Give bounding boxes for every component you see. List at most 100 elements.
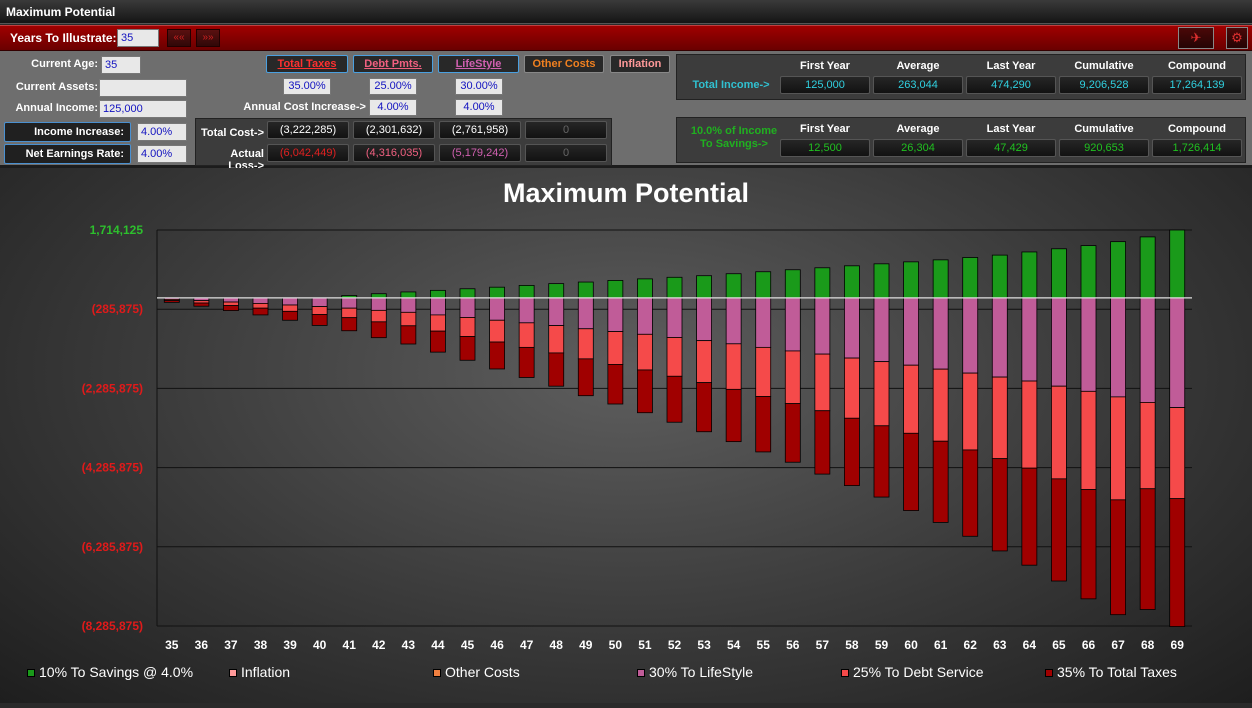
savings-cumulative-value: 920,653	[1059, 139, 1149, 157]
savings-bar	[430, 289, 446, 299]
next-years-button[interactable]: »»	[196, 29, 220, 47]
cost-bar-segment	[1110, 396, 1126, 501]
x-tick-label: 56	[786, 638, 800, 652]
x-tick-label: 69	[1171, 638, 1185, 652]
annual-income-input[interactable]: 125,000	[99, 100, 187, 118]
cost-bar-segment	[489, 297, 505, 321]
cost-bar-segment	[873, 361, 890, 427]
cost-bar-segment	[459, 297, 476, 318]
cost-bar-segment	[725, 388, 742, 443]
income-last-year-value: 474,290	[966, 76, 1056, 94]
cost-bar-segment	[607, 364, 624, 405]
cost-bar-segment	[577, 297, 594, 330]
total-taxes-pct-input[interactable]: 35.00%	[283, 78, 331, 95]
car-button[interactable]: ✈	[1178, 27, 1214, 49]
savings-bar	[784, 269, 801, 299]
savings-bar	[1080, 245, 1097, 299]
x-tick-label: 49	[579, 638, 593, 652]
inflation-button[interactable]: Inflation	[610, 55, 670, 73]
lifestyle-increase-input[interactable]: 4.00%	[455, 99, 503, 116]
cost-bar-segment	[962, 297, 979, 374]
cost-bar-segment	[430, 330, 446, 353]
x-tick-label: 61	[934, 638, 948, 652]
cost-bar-segment	[282, 310, 298, 321]
gear-icon: ⚙	[1231, 30, 1243, 45]
current-age-input[interactable]: 35	[101, 56, 141, 74]
lifestyle-actual-loss: (5,179,242)	[439, 144, 521, 162]
cost-bar-segment	[548, 325, 565, 354]
cost-bar-segment	[637, 333, 653, 371]
y-tick-label: (6,285,875)	[82, 540, 143, 554]
stacked-bar-chart: Maximum Potential 1,714,125 (285,875) (2,2…	[82, 178, 1192, 652]
double-chevron-right-icon: »»	[202, 32, 214, 43]
debt-payments-button[interactable]: Debt Pmts.	[353, 55, 433, 73]
other-costs-button[interactable]: Other Costs	[524, 55, 604, 73]
cost-bar-segment	[755, 346, 772, 397]
input-panel: Current Age: 35 Current Assets: Annual I…	[0, 51, 1252, 168]
x-tick-label: 44	[431, 638, 445, 652]
cost-bar-segment	[311, 314, 328, 326]
x-tick-label: 67	[1111, 638, 1125, 652]
cost-bar-segment	[1021, 297, 1038, 382]
savings-last-year-value: 47,429	[966, 139, 1056, 157]
legend-swatch	[1045, 669, 1053, 678]
cost-bar-segment	[282, 297, 298, 306]
cost-bar-segment	[991, 297, 1008, 378]
debt-payments-pct-input[interactable]: 25.00%	[369, 78, 417, 95]
cost-bar-segment	[696, 382, 712, 433]
legend-item: 35% To Total Taxes	[1045, 664, 1177, 680]
income-header-first-year: First Year	[800, 60, 850, 72]
cost-bar-segment	[1110, 297, 1126, 398]
debt-payments-increase-input[interactable]: 4.00%	[369, 99, 417, 116]
x-tick-label: 39	[283, 638, 297, 652]
cost-bar-segment	[873, 297, 890, 363]
years-input[interactable]: 35	[117, 29, 159, 47]
debt-actual-loss: (4,316,035)	[353, 144, 435, 162]
savings-summary-panel: First Year Average Last Year Cumulative …	[676, 117, 1246, 163]
x-tick-label: 66	[1082, 638, 1096, 652]
settings-button[interactable]: ⚙	[1226, 27, 1248, 49]
income-average-value: 263,044	[873, 76, 963, 94]
annual-cost-increase-label: Annual Cost Increase->	[243, 101, 366, 113]
cost-bar-segment	[1139, 402, 1156, 490]
cost-bar-segment	[1021, 467, 1038, 566]
x-tick-label: 57	[816, 638, 830, 652]
savings-bar	[1169, 229, 1186, 299]
legend-label: 30% To LifeStyle	[649, 664, 754, 680]
net-earnings-input[interactable]: 4.00%	[137, 145, 187, 163]
cost-bar-segment	[991, 376, 1008, 460]
x-tick-label: 60	[904, 638, 918, 652]
income-increase-input[interactable]: 4.00%	[137, 123, 187, 141]
x-tick-label: 64	[1023, 638, 1037, 652]
total-taxes-button[interactable]: Total Taxes	[266, 55, 348, 73]
cost-bar-segment	[1080, 489, 1097, 600]
savings-bar	[370, 293, 387, 299]
legend-swatch	[27, 669, 35, 678]
cost-bar-segment	[637, 369, 653, 414]
savings-label-line2: To Savings->	[700, 138, 768, 150]
current-assets-input[interactable]	[99, 79, 187, 97]
cost-bar-segment	[341, 317, 358, 332]
income-header-cumulative: Cumulative	[1074, 60, 1134, 72]
savings-bar	[459, 288, 476, 299]
cost-bar-segment	[1051, 385, 1067, 480]
cost-bar-segment	[577, 358, 594, 397]
prev-years-button[interactable]: ««	[167, 29, 191, 47]
savings-bar	[518, 285, 535, 299]
savings-bar	[696, 275, 712, 299]
cost-bar-segment	[400, 325, 417, 345]
x-tick-label: 68	[1141, 638, 1155, 652]
total-taxes-actual-loss: (6,042,449)	[267, 144, 349, 162]
lifestyle-pct-input[interactable]: 30.00%	[455, 78, 503, 95]
cost-bar-segment	[903, 297, 919, 366]
legend-label: Inflation	[241, 664, 291, 680]
savings-bar	[873, 263, 890, 299]
cost-bar-segment	[1051, 478, 1067, 582]
savings-bar	[725, 273, 742, 299]
cost-bar-segment	[459, 336, 476, 361]
lifestyle-button[interactable]: LifeStyle	[438, 55, 519, 73]
savings-bar	[1021, 251, 1038, 299]
savings-bar	[962, 257, 979, 299]
years-toolbar: Years To Illustrate: 35 «« »» ✈ ⚙	[0, 25, 1252, 51]
savings-header-last-year: Last Year	[986, 123, 1036, 135]
